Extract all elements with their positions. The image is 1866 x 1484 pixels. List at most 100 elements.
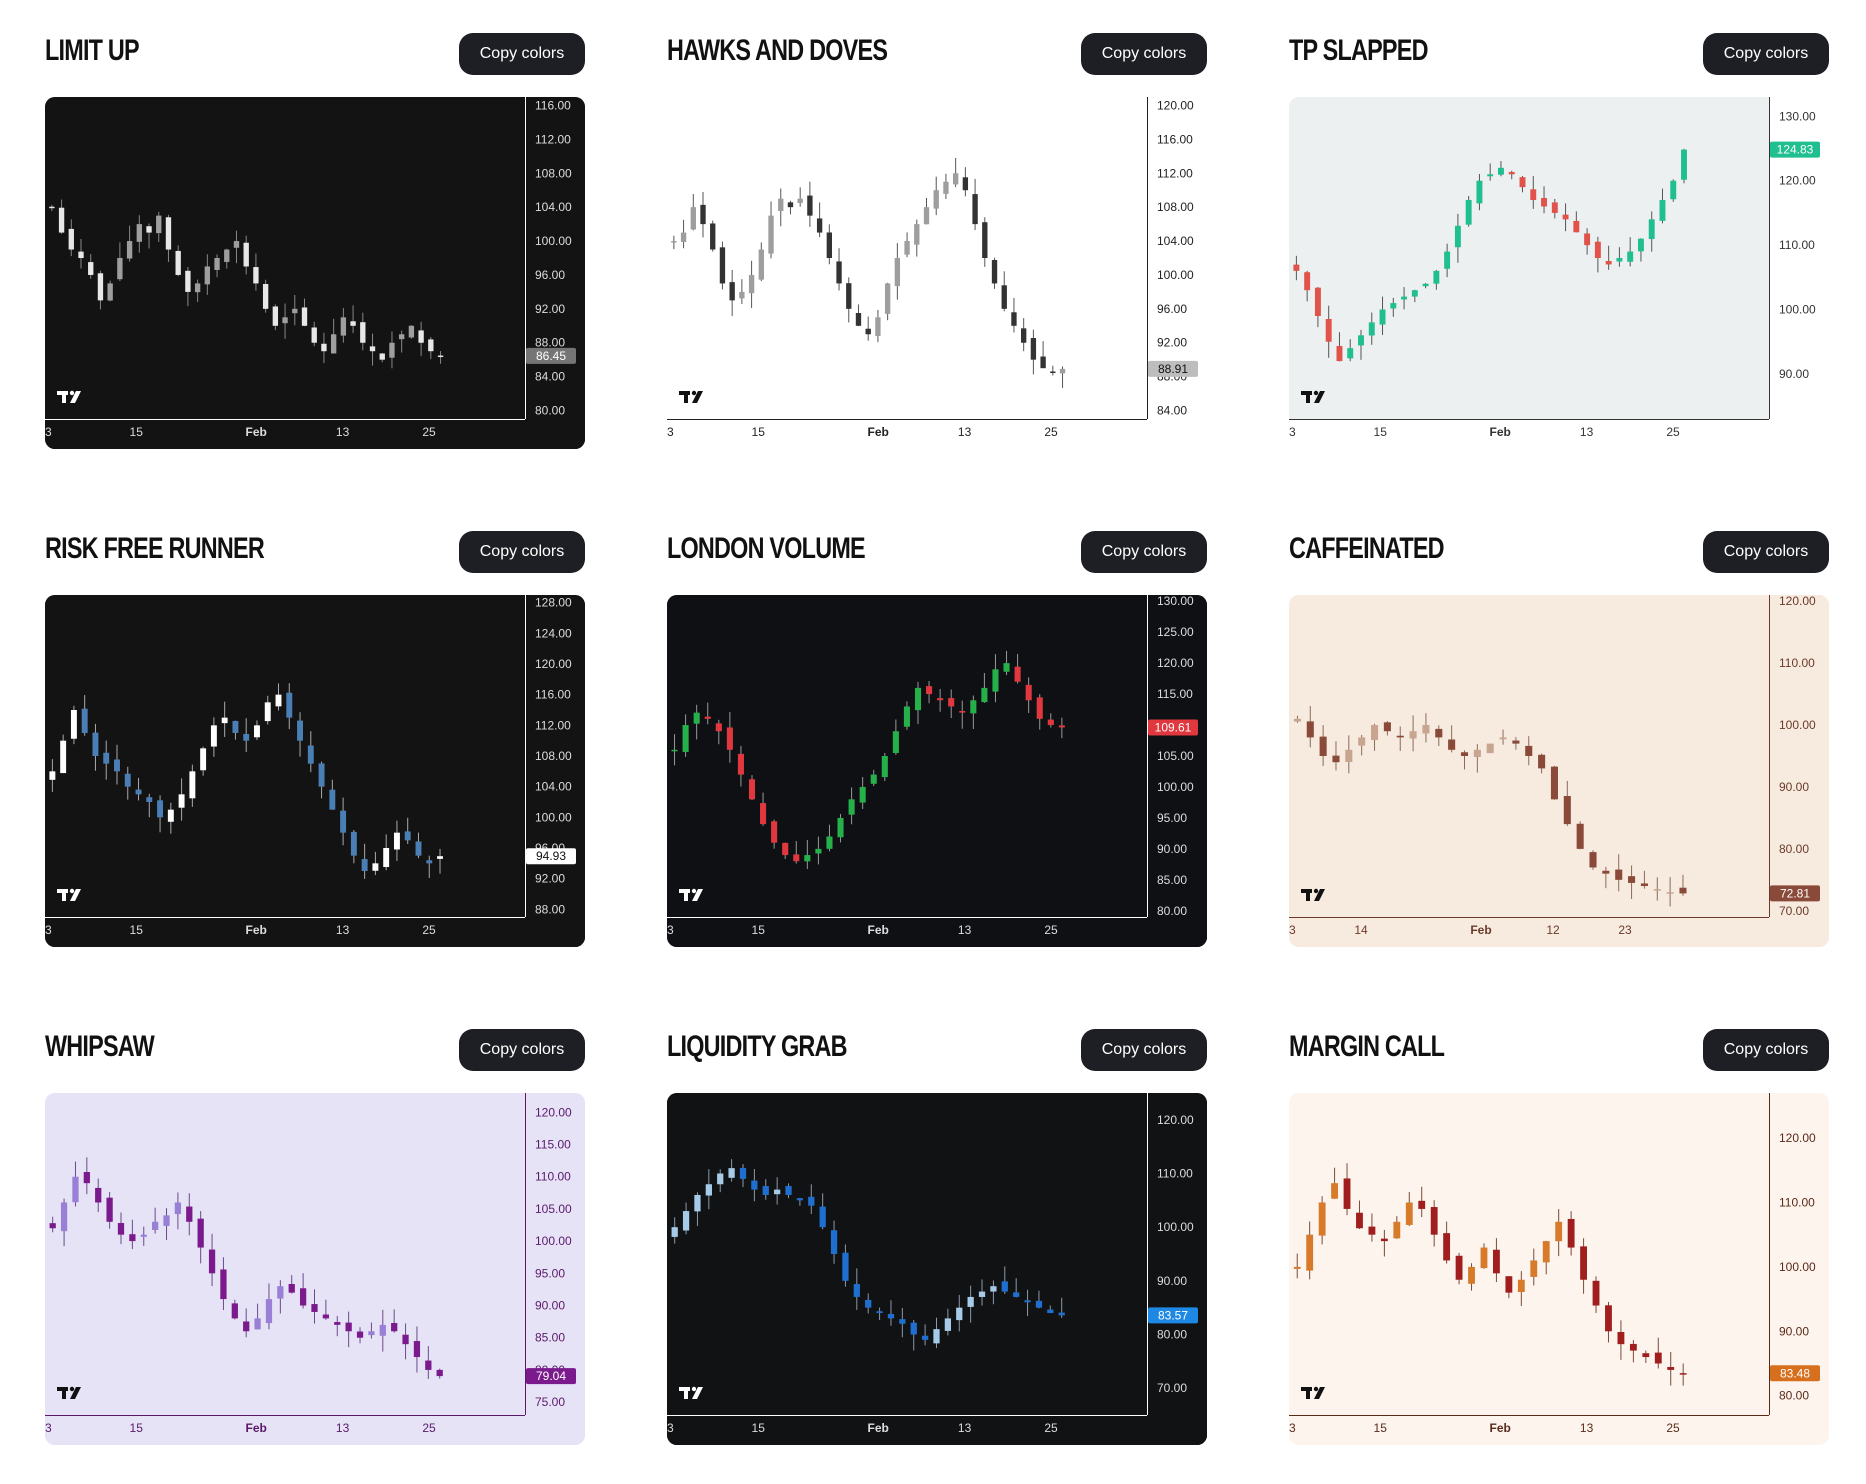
candle bbox=[1629, 1340, 1637, 1363]
candle bbox=[1465, 196, 1472, 227]
candle bbox=[952, 157, 959, 188]
candle bbox=[1551, 198, 1558, 219]
chart-preview: 128.00 124.00 120.00 116.00 112.00 108.00 104.… bbox=[45, 595, 585, 947]
candle bbox=[700, 191, 706, 238]
candle bbox=[330, 318, 337, 354]
x-tick-label: 13 bbox=[336, 1421, 350, 1435]
y-tick-label: 120.00 bbox=[1779, 595, 1816, 608]
theme-card-risk-free-runner: RISK FREE RUNNER Copy colors 128.00 124.00 1… bbox=[45, 498, 585, 947]
x-tick-label: 15 bbox=[1374, 1421, 1388, 1435]
y-tick-label: 70.00 bbox=[1157, 1381, 1187, 1395]
y-tick-label: 92.00 bbox=[535, 872, 565, 886]
x-tick-label: 25 bbox=[1044, 1421, 1058, 1435]
candle bbox=[1480, 1243, 1488, 1269]
tradingview-logo-icon bbox=[679, 1386, 703, 1399]
candle bbox=[926, 680, 933, 704]
y-tick-label: 75.00 bbox=[535, 1395, 565, 1409]
candle bbox=[808, 1184, 815, 1214]
candle bbox=[1405, 1191, 1413, 1227]
last-price-label: 83.57 bbox=[1158, 1308, 1188, 1322]
candle bbox=[1555, 1209, 1563, 1257]
candle bbox=[887, 1300, 895, 1326]
copy-colors-button[interactable]: Copy colors bbox=[1081, 1029, 1207, 1071]
y-tick-label: 130.00 bbox=[1779, 109, 1816, 123]
copy-colors-button[interactable]: Copy colors bbox=[1081, 531, 1207, 573]
candle bbox=[1542, 1240, 1550, 1275]
theme-card-tp-slapped: TP SLAPPED Copy colors 130.00 120.00 110.00 1… bbox=[1289, 0, 1829, 449]
candle bbox=[146, 223, 152, 249]
candle bbox=[1573, 211, 1580, 233]
candle bbox=[350, 305, 356, 334]
candle bbox=[933, 1317, 940, 1349]
last-price-badge bbox=[1770, 885, 1820, 902]
y-tick-label: 110.00 bbox=[1779, 1195, 1815, 1209]
candle bbox=[220, 1257, 227, 1311]
x-tick-label: 3 bbox=[45, 923, 52, 937]
candle bbox=[1468, 1263, 1475, 1291]
candle bbox=[797, 187, 803, 207]
candle bbox=[275, 683, 282, 711]
candle bbox=[680, 219, 687, 249]
candle bbox=[1433, 269, 1440, 290]
copy-colors-button[interactable]: Copy colors bbox=[1703, 33, 1829, 75]
candle bbox=[837, 813, 844, 843]
chart-preview: 120.00 110.00 100.00 90.00 80.00 70.00 3 15 Feb 1… bbox=[667, 1093, 1207, 1445]
candle bbox=[1628, 865, 1636, 899]
candle bbox=[1343, 1163, 1351, 1216]
candle bbox=[60, 1198, 68, 1247]
y-tick-label: 120.00 bbox=[1157, 98, 1194, 112]
candle bbox=[1541, 186, 1547, 214]
candle bbox=[1332, 741, 1340, 771]
candle bbox=[391, 1309, 398, 1333]
candle bbox=[1538, 753, 1546, 774]
candle bbox=[321, 332, 327, 364]
candle bbox=[804, 839, 811, 870]
candle bbox=[156, 211, 162, 242]
candle bbox=[49, 1216, 56, 1233]
copy-colors-button[interactable]: Copy colors bbox=[459, 33, 585, 75]
candle bbox=[106, 1191, 113, 1229]
candle bbox=[1013, 1278, 1020, 1298]
candle bbox=[1666, 877, 1674, 907]
y-tick-label: 100.00 bbox=[1779, 303, 1816, 317]
candle bbox=[948, 689, 955, 719]
candle bbox=[1627, 237, 1634, 267]
tradingview-logo-icon bbox=[1301, 390, 1325, 403]
candle bbox=[853, 1268, 860, 1310]
candle bbox=[262, 279, 269, 313]
x-tick-label: 15 bbox=[130, 923, 144, 937]
y-tick-label: 120.00 bbox=[535, 657, 572, 671]
theme-title: CAFFEINATED bbox=[1289, 532, 1445, 565]
y-tick-label: 100.00 bbox=[535, 810, 572, 824]
candle bbox=[107, 280, 113, 302]
candle bbox=[97, 270, 104, 310]
candle bbox=[1314, 287, 1321, 328]
theme-card-liquidity-grab: LIQUIDITY GRAB Copy colors 120.00 110.00 100… bbox=[667, 996, 1207, 1445]
candle bbox=[136, 215, 142, 253]
candle bbox=[904, 232, 910, 258]
copy-colors-button[interactable]: Copy colors bbox=[1703, 531, 1829, 573]
candle bbox=[329, 779, 336, 810]
candle bbox=[1454, 213, 1461, 263]
copy-colors-button[interactable]: Copy colors bbox=[1081, 33, 1207, 75]
y-tick-label: 90.00 bbox=[1779, 367, 1809, 381]
candle bbox=[1435, 725, 1443, 747]
theme-title: LIMIT UP bbox=[45, 34, 140, 67]
candle bbox=[1550, 765, 1558, 800]
copy-colors-button[interactable]: Copy colors bbox=[459, 531, 585, 573]
x-tick-label: Feb bbox=[868, 425, 889, 439]
candle bbox=[1036, 694, 1043, 730]
time-axis-area bbox=[45, 917, 585, 947]
copy-colors-button[interactable]: Copy colors bbox=[459, 1029, 585, 1071]
candle bbox=[1001, 271, 1007, 312]
y-tick-label: 116.00 bbox=[535, 688, 571, 702]
copy-colors-button[interactable]: Copy colors bbox=[1703, 1029, 1829, 1071]
candle bbox=[1393, 1216, 1401, 1239]
candle bbox=[894, 243, 901, 300]
candle bbox=[1383, 721, 1391, 736]
candle bbox=[78, 239, 84, 269]
candle bbox=[1530, 176, 1537, 209]
candle bbox=[185, 266, 191, 307]
x-tick-label: 13 bbox=[958, 425, 972, 439]
candlestick-chart: 120.00 110.00 100.00 90.00 80.00 70.00 3 14 Feb 1… bbox=[1289, 595, 1829, 947]
